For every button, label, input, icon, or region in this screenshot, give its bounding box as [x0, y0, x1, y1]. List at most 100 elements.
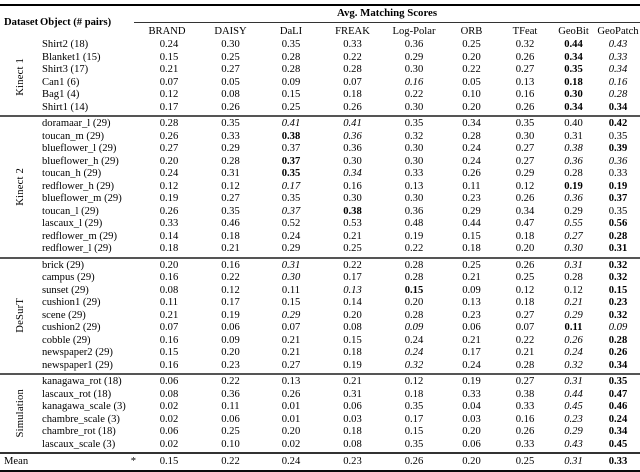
score-cell-log-polar: 0.22 — [404, 89, 424, 100]
score-cell-dali: 0.02 — [281, 438, 301, 450]
score-cell-daisy: 0.19 — [221, 309, 240, 321]
score-cell-brand: 0.20 — [159, 259, 179, 271]
score-cell-brand: 0.26 — [159, 130, 179, 142]
method-header-orb: ORB — [460, 25, 483, 37]
score-cell-brand: 0.15 — [159, 51, 179, 63]
score-cell-daisy: 0.46 — [221, 218, 240, 229]
score-cell-brand: 0.06 — [159, 426, 179, 437]
score-cell-brand: 0.12 — [159, 180, 179, 192]
score-cell-orb: 0.28 — [462, 130, 481, 142]
top-rule — [0, 4, 640, 6]
score-cell-brand: 0.07 — [159, 76, 179, 88]
score-cell-daisy: 0.05 — [221, 76, 240, 88]
mean-score-cell-daisy: 0.22 — [221, 456, 240, 467]
table-row-kanagawa-scale-3-: kanagawa_scale (3) 0.02 0.11 0.01 0.06 0.35 0.… — [40, 401, 640, 414]
score-cell-dali: 0.01 — [281, 413, 301, 425]
score-cell-orb: 0.06 — [462, 438, 481, 450]
mean-score-cell-dali: 0.24 — [281, 456, 301, 467]
dataset-label-column: Simulation — [0, 376, 40, 451]
object-cell: redflower_m (29) — [42, 230, 118, 242]
score-cell-brand: 0.19 — [159, 193, 179, 204]
score-cell-freak: 0.30 — [343, 193, 362, 204]
score-cell-geobit: 0.44 — [564, 388, 583, 400]
table-row-chambre-scale-3-: chambre_scale (3) 0.02 0.06 0.01 0.03 0.17 0.0… — [40, 414, 640, 427]
object-cell: lascaux_rot (18) — [42, 388, 112, 400]
score-cell-geopatch: 0.39 — [608, 143, 628, 154]
score-cell-geopatch: 0.45 — [608, 438, 628, 450]
score-cell-log-polar: 0.35 — [404, 438, 424, 450]
score-cell-geobit: 0.34 — [564, 51, 583, 63]
score-cell-freak: 0.16 — [343, 180, 362, 192]
section-rows: Shirt2 (18) 0.24 0.30 0.35 0.33 0.36 0.25 0.32 0… — [40, 39, 640, 114]
score-cell-orb: 0.20 — [462, 426, 481, 437]
score-cell-orb: 0.18 — [462, 243, 481, 254]
score-cell-brand: 0.16 — [159, 272, 179, 283]
score-cell-geobit: 0.29 — [564, 205, 583, 217]
score-cell-geobit: 0.23 — [564, 413, 583, 425]
score-cell-daisy: 0.27 — [221, 193, 240, 204]
score-cell-brand: 0.21 — [159, 64, 179, 75]
score-cell-dali: 0.37 — [281, 205, 301, 217]
score-cell-log-polar: 0.30 — [404, 155, 424, 167]
score-cell-freak: 0.13 — [343, 284, 362, 296]
score-cell-dali: 0.30 — [281, 272, 301, 283]
score-cell-orb: 0.44 — [462, 218, 481, 229]
score-cell-brand: 0.26 — [159, 205, 179, 217]
mean-score-cell-log-polar: 0.26 — [404, 456, 424, 467]
table-row-chambre-rot-18-: chambre_rot (18) 0.06 0.25 0.20 0.18 0.15 0.20… — [40, 426, 640, 439]
method-header-geopatch: GeoPatch — [597, 25, 639, 37]
score-cell-brand: 0.08 — [159, 388, 179, 400]
score-cell-log-polar: 0.32 — [404, 130, 424, 142]
score-cell-geopatch: 0.28 — [608, 230, 628, 242]
score-cell-daisy: 0.33 — [221, 130, 240, 142]
score-cell-freak: 0.08 — [343, 322, 362, 333]
score-cell-log-polar: 0.35 — [404, 401, 424, 412]
score-cell-orb: 0.24 — [462, 359, 481, 371]
score-cell-daisy: 0.28 — [221, 155, 240, 167]
score-cell-tfeat: 0.16 — [515, 89, 535, 100]
score-cell-freak: 0.21 — [343, 230, 362, 242]
score-cell-tfeat: 0.12 — [515, 180, 535, 192]
table-row-scene-29-: scene (29) 0.21 0.19 0.29 0.20 0.28 0.23 0.27 0.… — [40, 310, 640, 323]
score-cell-freak: 0.36 — [343, 130, 362, 142]
object-cell: blueflower_m (29) — [42, 193, 122, 204]
score-cell-brand: 0.18 — [159, 243, 179, 254]
score-cell-dali: 0.15 — [281, 89, 301, 100]
object-cell: chambre_scale (3) — [42, 413, 120, 425]
score-cell-daisy: 0.22 — [221, 376, 240, 387]
score-cell-freak: 0.36 — [343, 143, 362, 154]
score-cell-orb: 0.34 — [462, 118, 481, 129]
score-cell-log-polar: 0.18 — [404, 388, 424, 400]
score-cell-dali: 0.28 — [281, 64, 301, 75]
section-divider — [0, 256, 640, 259]
score-cell-tfeat: 0.27 — [515, 309, 535, 321]
score-cell-dali: 0.21 — [281, 347, 301, 358]
score-cell-geobit: 0.24 — [564, 347, 583, 358]
score-cell-log-polar: 0.24 — [404, 334, 424, 346]
dataset-column-header: Dataset — [4, 17, 39, 28]
score-cell-brand: 0.07 — [159, 322, 179, 333]
dataset-label-kinect-2: Kinect 2 — [14, 167, 26, 206]
score-cell-log-polar: 0.15 — [404, 426, 424, 437]
table-row-toucan-l-29-: toucan_l (29) 0.26 0.35 0.37 0.38 0.36 0.29 0.3… — [40, 206, 640, 219]
mean-score-cell-tfeat: 0.25 — [515, 456, 535, 467]
score-cell-log-polar: 0.16 — [404, 76, 424, 88]
object-cell: toucan_m (29) — [42, 130, 105, 142]
bottom-rule — [0, 470, 640, 472]
score-cell-geopatch: 0.43 — [608, 39, 628, 50]
object-cell: kanagawa_scale (3) — [42, 401, 126, 412]
object-cell: cobble (29) — [42, 334, 91, 346]
score-cell-freak: 0.14 — [343, 297, 362, 308]
object-cell: blueflower_h (29) — [42, 155, 119, 167]
table-row-cushion1-29-: cushion1 (29) 0.11 0.17 0.15 0.14 0.20 0.13 0.1… — [40, 297, 640, 310]
score-cell-tfeat: 0.33 — [515, 401, 535, 412]
score-cell-dali: 0.35 — [281, 39, 301, 50]
score-cell-tfeat: 0.38 — [515, 388, 535, 400]
score-cell-geopatch: 0.32 — [608, 272, 628, 283]
table-row-doramaar-l-29-: doramaar_l (29) 0.28 0.35 0.41 0.41 0.35 0.34 0… — [40, 118, 640, 131]
score-cell-daisy: 0.18 — [221, 230, 240, 242]
score-cell-geopatch: 0.34 — [608, 359, 628, 371]
table-row-redflower-m-29-: redflower_m (29) 0.14 0.18 0.24 0.21 0.19 0.15… — [40, 231, 640, 244]
mean-divider — [0, 452, 640, 454]
